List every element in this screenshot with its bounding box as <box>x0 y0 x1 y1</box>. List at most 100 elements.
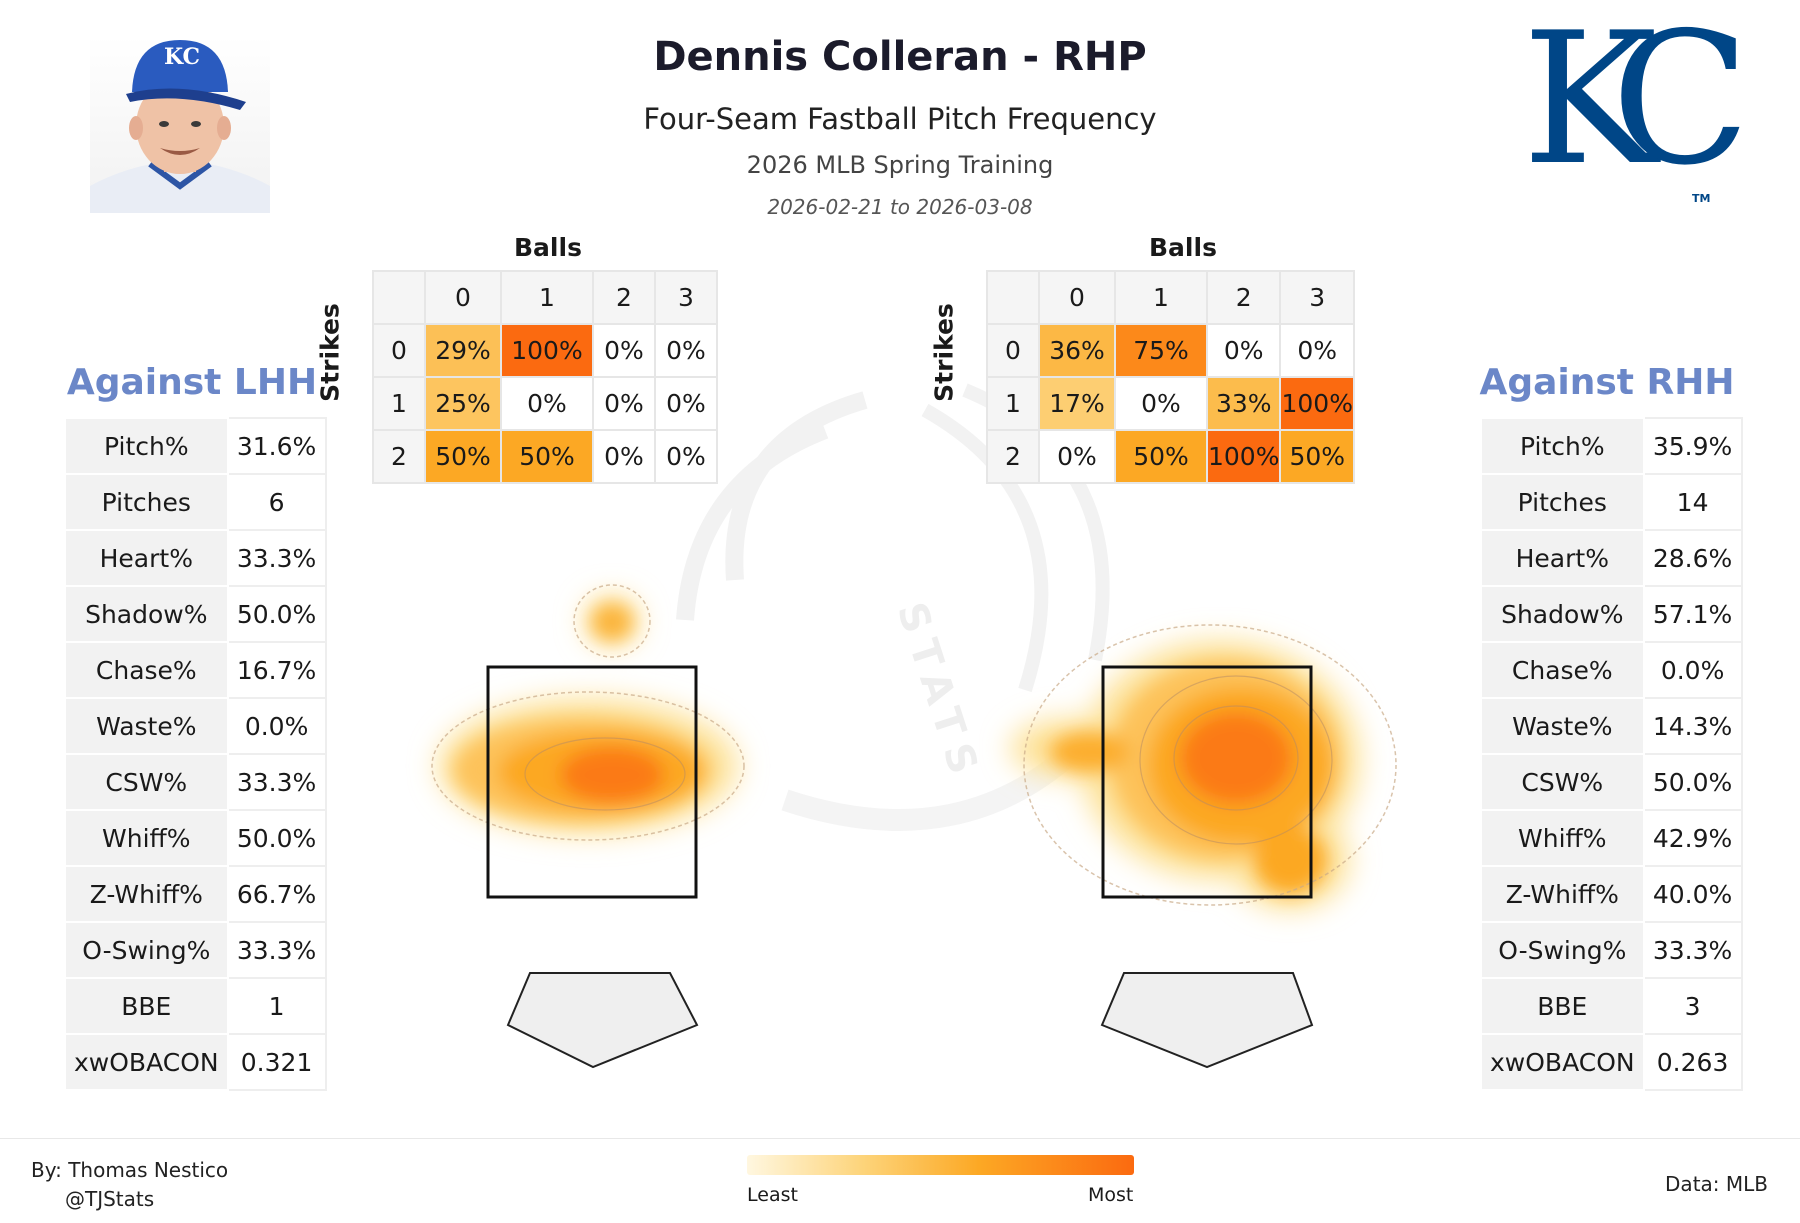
rhh-stat-row: xwOBACON 0.263 <box>1480 1033 1743 1091</box>
lhh-stat-row: Pitches 6 <box>64 473 327 531</box>
count-cell: 36% <box>1038 323 1116 378</box>
rhh-stat-value: 40.0% <box>1642 865 1743 923</box>
count-cell: 0% <box>654 323 718 378</box>
lhh-stat-value: 16.7% <box>226 641 327 699</box>
rhh-stat-label: Z-Whiff% <box>1480 865 1645 923</box>
lhh-stat-row: xwOBACON 0.321 <box>64 1033 327 1091</box>
count-cell: 0% <box>654 376 718 431</box>
count-cell: 100% <box>1279 376 1355 431</box>
strikes-tick-label: 1 <box>372 376 426 431</box>
data-source: Data: MLB <box>1665 1172 1768 1196</box>
lhh-stat-value: 33.3% <box>226 529 327 587</box>
lhh-stat-label: Shadow% <box>64 585 229 643</box>
count-cell: 0% <box>1279 323 1355 378</box>
lhh-stat-row: Heart% 33.3% <box>64 529 327 587</box>
grid-row: 2 50% 50% 0% 0% <box>372 429 718 484</box>
season-label: 2026 MLB Spring Training <box>746 151 1054 179</box>
rhh-stat-value: 0.263 <box>1642 1033 1743 1091</box>
grid-corner-cell <box>372 270 426 325</box>
balls-tick-label: 3 <box>1279 270 1355 325</box>
rhh-stat-value: 42.9% <box>1642 809 1743 867</box>
lhh-stat-row: Pitch% 31.6% <box>64 417 327 475</box>
grid-row: 2 0% 50% 100% 50% <box>986 429 1355 484</box>
lhh-stats-table: Pitch% 31.6% Pitches 6 Heart% 33.3% Shadow% 50.… <box>64 417 327 1091</box>
balls-tick-label: 1 <box>500 270 594 325</box>
lhh-stat-label: CSW% <box>64 753 229 811</box>
grid-row: 0 36% 75% 0% 0% <box>986 323 1355 378</box>
rhh-stat-label: xwOBACON <box>1480 1033 1645 1091</box>
lhh-stat-value: 6 <box>226 473 327 531</box>
count-cell: 50% <box>1279 429 1355 484</box>
strikes-tick-label: 2 <box>372 429 426 484</box>
lhh-stat-row: Whiff% 50.0% <box>64 809 327 867</box>
grid-row: 1 25% 0% 0% 0% <box>372 376 718 431</box>
rhh-stat-row: CSW% 50.0% <box>1480 753 1743 811</box>
rhh-count-grid: 0 1 2 3 0 36% 75% 0% 0% 1 17% 0% 33% 100% 2 0% 50% 100% 50… <box>986 270 1355 484</box>
footer-divider <box>0 1138 1800 1139</box>
rhh-stat-label: Shadow% <box>1480 585 1645 643</box>
lhh-stat-value: 66.7% <box>226 865 327 923</box>
rhh-stat-label: Waste% <box>1480 697 1645 755</box>
lhh-strike-zone <box>486 665 698 899</box>
lhh-stat-label: Heart% <box>64 529 229 587</box>
count-cell: 29% <box>424 323 502 378</box>
rhh-stat-row: Heart% 28.6% <box>1480 529 1743 587</box>
rhh-stat-value: 57.1% <box>1642 585 1743 643</box>
rhh-stat-row: Waste% 14.3% <box>1480 697 1743 755</box>
lhh-stat-label: Z-Whiff% <box>64 865 229 923</box>
lhh-stat-row: Shadow% 50.0% <box>64 585 327 643</box>
lhh-stat-value: 1 <box>226 977 327 1035</box>
lhh-stat-label: Pitch% <box>64 417 229 475</box>
lhh-stat-row: BBE 1 <box>64 977 327 1035</box>
rhh-stat-row: O-Swing% 33.3% <box>1480 921 1743 979</box>
lhh-stat-label: Waste% <box>64 697 229 755</box>
count-cell: 25% <box>424 376 502 431</box>
legend-least-label: Least <box>747 1184 798 1206</box>
strikes-tick-label: 1 <box>986 376 1040 431</box>
rhh-stat-row: Chase% 0.0% <box>1480 641 1743 699</box>
lhh-home-plate <box>506 972 699 1069</box>
lhh-stat-row: Z-Whiff% 66.7% <box>64 865 327 923</box>
rhh-stat-label: Pitch% <box>1480 417 1645 475</box>
player-headshot: KC <box>90 36 270 213</box>
count-cell: 33% <box>1205 376 1282 431</box>
rhh-stat-label: CSW% <box>1480 753 1645 811</box>
rhh-stats-table: Pitch% 35.9% Pitches 14 Heart% 28.6% Shadow% 57… <box>1480 417 1743 1091</box>
rhh-stat-row: Z-Whiff% 40.0% <box>1480 865 1743 923</box>
grid-row: 1 17% 0% 33% 100% <box>986 376 1355 431</box>
team-logo: KC TM <box>1522 8 1750 220</box>
chart-subtitle: Four-Seam Fastball Pitch Frequency <box>643 102 1157 136</box>
rhh-stat-row: BBE 3 <box>1480 977 1743 1035</box>
rhh-strike-zone <box>1101 665 1313 899</box>
lhh-stat-value: 50.0% <box>226 585 327 643</box>
count-cell: 100% <box>500 323 594 378</box>
count-cell: 0% <box>500 376 594 431</box>
grid-row: 0 29% 100% 0% 0% <box>372 323 718 378</box>
rhh-stat-label: Whiff% <box>1480 809 1645 867</box>
rhh-stat-value: 14 <box>1642 473 1743 531</box>
count-cell: 0% <box>592 376 656 431</box>
rhh-title: Against RHH <box>1479 362 1735 403</box>
lhh-stat-label: BBE <box>64 977 229 1035</box>
rhh-stat-row: Shadow% 57.1% <box>1480 585 1743 643</box>
rhh-stat-value: 0.0% <box>1642 641 1743 699</box>
count-cell: 50% <box>424 429 502 484</box>
balls-tick-label: 1 <box>1114 270 1208 325</box>
count-cell: 0% <box>592 429 656 484</box>
lhh-stat-label: xwOBACON <box>64 1033 229 1091</box>
lhh-stat-row: Waste% 0.0% <box>64 697 327 755</box>
lhh-stat-row: O-Swing% 33.3% <box>64 921 327 979</box>
count-cell: 0% <box>1114 376 1208 431</box>
rhh-stat-value: 50.0% <box>1642 753 1743 811</box>
rhh-stat-value: 33.3% <box>1642 921 1743 979</box>
rhh-home-plate <box>1100 972 1314 1069</box>
rhh-density-plot <box>1010 624 1397 910</box>
rhh-stat-row: Whiff% 42.9% <box>1480 809 1743 867</box>
rhh-stat-label: Pitches <box>1480 473 1645 531</box>
count-cell: 100% <box>1205 429 1282 484</box>
strikes-tick-label: 2 <box>986 429 1040 484</box>
rhh-stat-label: Chase% <box>1480 641 1645 699</box>
rhh-stat-label: BBE <box>1480 977 1645 1035</box>
